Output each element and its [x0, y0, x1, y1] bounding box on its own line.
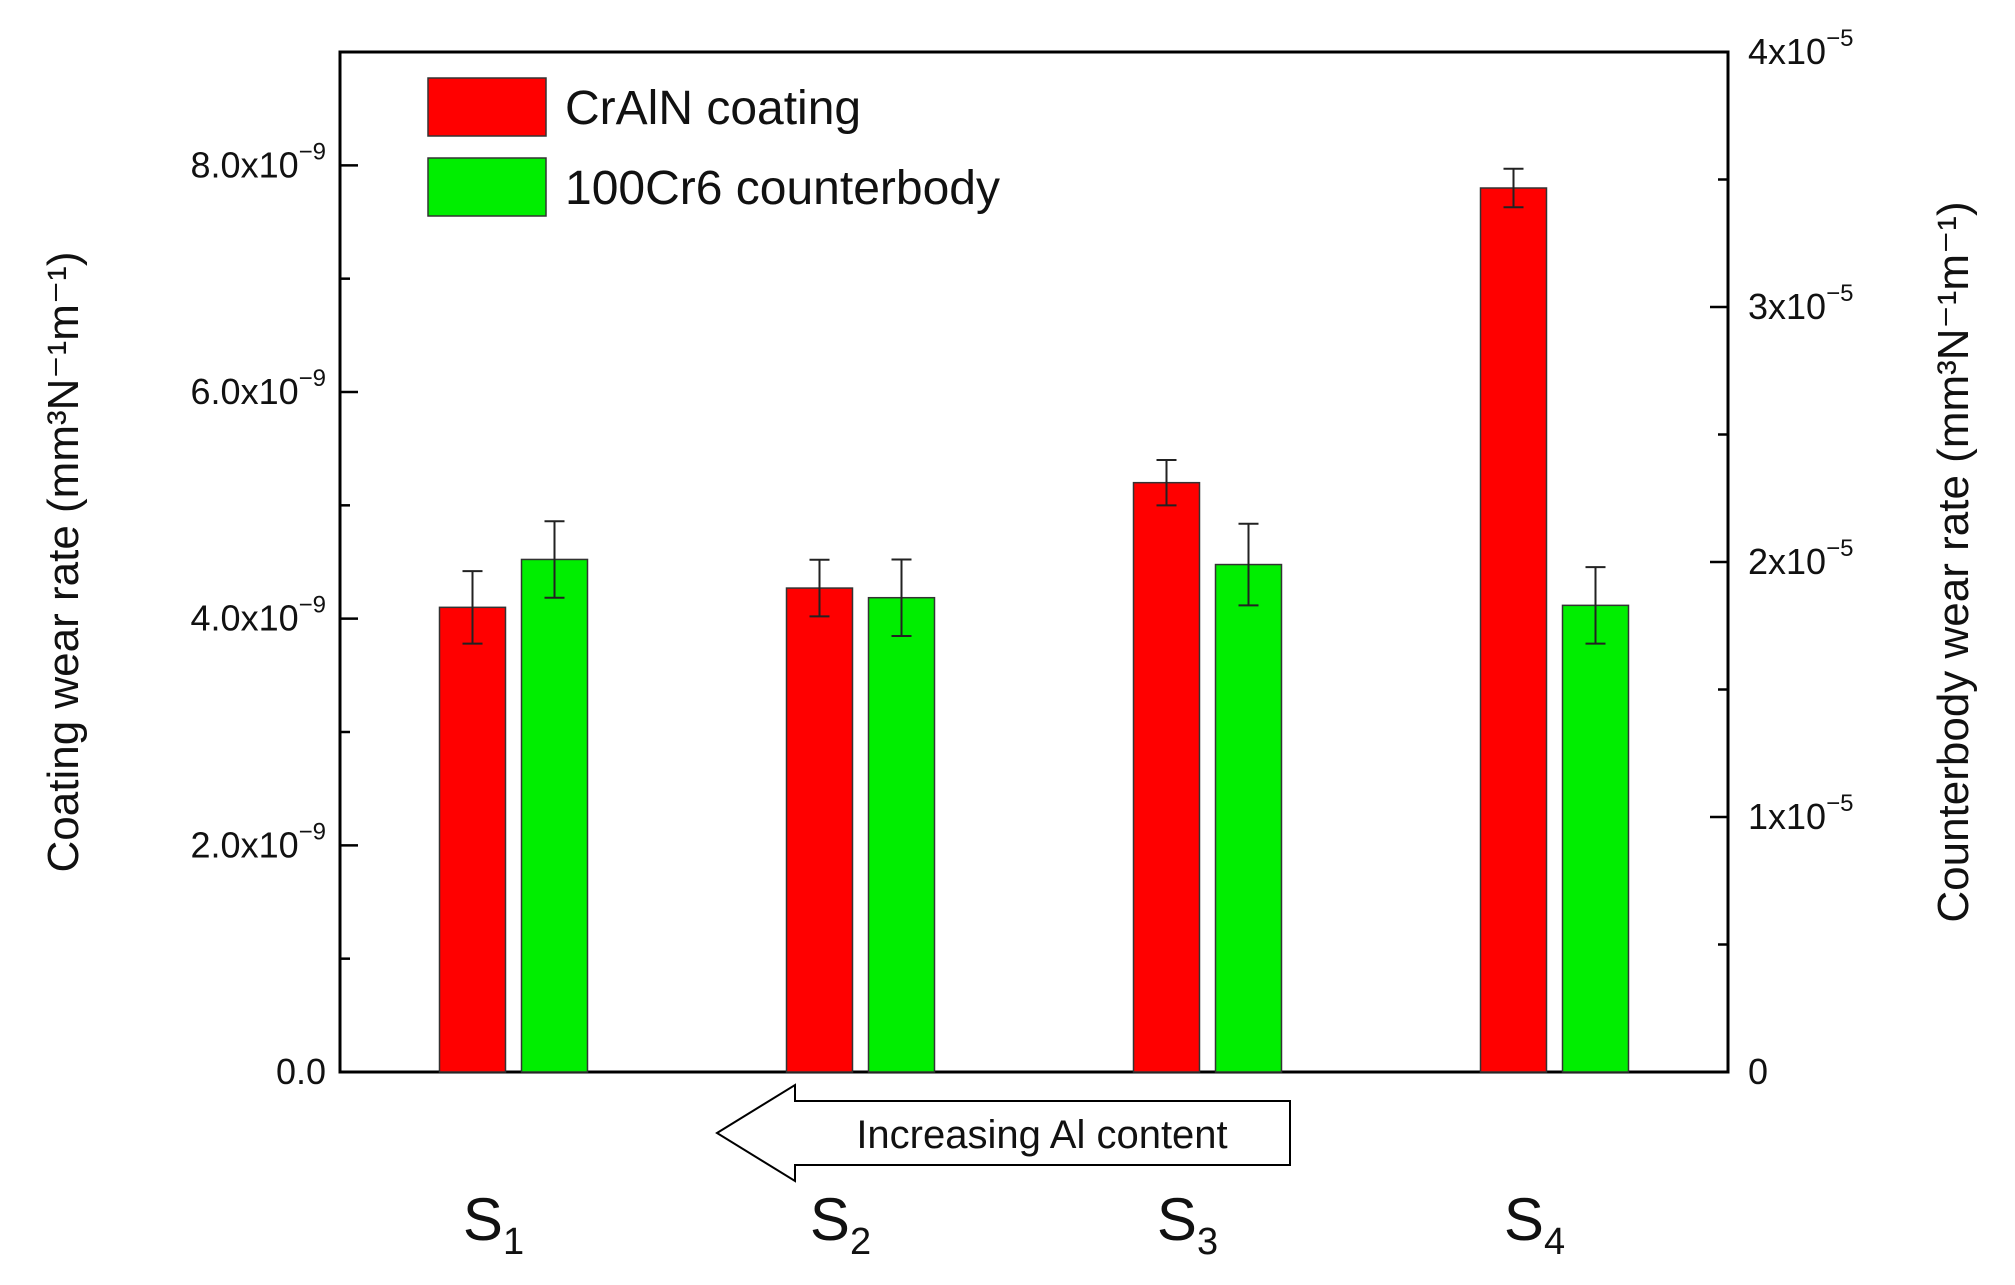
category-label: S3: [1157, 1186, 1218, 1263]
left-tick-label: 4.0x10−9: [191, 592, 326, 639]
legend-swatch-2: [427, 157, 547, 217]
bar-coating-1: [438, 606, 507, 1073]
category-label: S2: [810, 1186, 871, 1263]
right-tick-label: 2x10−5: [1748, 535, 1853, 582]
right-tick-label: 0: [1748, 1051, 1768, 1092]
left-tick-label: 6.0x10−9: [191, 365, 326, 412]
bar-coating-3: [1132, 481, 1201, 1073]
al-content-label: Increasing Al content: [856, 1113, 1227, 1157]
legend-label-2: 100Cr6 counterbody: [565, 162, 1000, 215]
bar-counterbody-3: [1214, 563, 1283, 1073]
right-axis-title: Counterbody wear rate (mm³N⁻¹m⁻¹): [1929, 201, 1978, 922]
category-label: S4: [1504, 1186, 1565, 1263]
left-tick-label: 0.0: [276, 1051, 326, 1092]
bar-counterbody-1: [520, 558, 589, 1073]
right-tick-label: 3x10−5: [1748, 280, 1853, 327]
bar-counterbody-4: [1561, 604, 1630, 1073]
left-axis-title: Coating wear rate (mm³N⁻¹m⁻¹): [39, 252, 88, 873]
al-content-arrow: [715, 1083, 1291, 1183]
legend-label-1: CrAlN coating: [565, 82, 861, 135]
bar-coating-2: [785, 587, 854, 1073]
bar-coating-4: [1479, 187, 1548, 1073]
category-label: S1: [463, 1186, 524, 1263]
left-tick-label: 2.0x10−9: [191, 818, 326, 865]
bar-counterbody-2: [867, 596, 936, 1073]
right-tick-label: 4x10−5: [1748, 25, 1853, 72]
left-tick-label: 8.0x10−9: [191, 138, 326, 185]
right-tick-label: 1x10−5: [1748, 790, 1853, 837]
legend-swatch-1: [427, 77, 547, 137]
